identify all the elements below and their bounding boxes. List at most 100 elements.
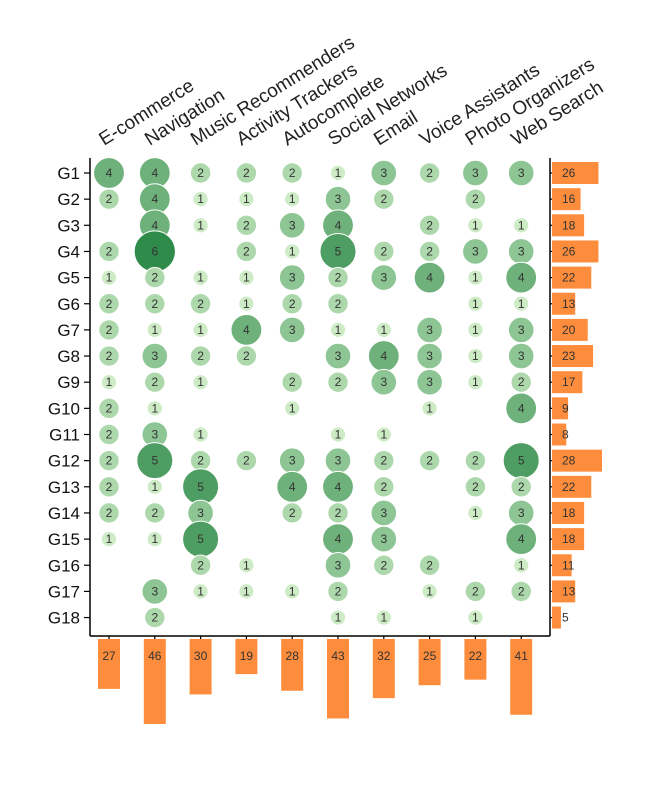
bubble	[507, 316, 535, 344]
bubble	[192, 269, 209, 286]
bubble	[421, 583, 438, 600]
bubble	[281, 162, 303, 184]
bubble-value-label: 2	[197, 558, 204, 572]
bubble	[230, 314, 263, 346]
bubble-value-label: 3	[472, 166, 479, 180]
bubble-value-label: 1	[380, 323, 387, 337]
bubble-value-label: 3	[335, 558, 342, 572]
row-total-label: 26	[562, 244, 576, 258]
bubble	[507, 159, 535, 187]
bubble-value-label: 2	[518, 584, 525, 598]
bubble	[98, 240, 120, 263]
bubble	[144, 371, 166, 393]
bubble-value-label: 1	[472, 323, 479, 337]
bubble-value-label: 4	[518, 401, 525, 415]
bubble-value-label: 2	[106, 506, 113, 520]
bubble	[467, 374, 484, 391]
bubble	[513, 295, 530, 312]
row-label: G14	[48, 504, 80, 523]
bubble-value-label: 1	[243, 271, 250, 285]
bubble	[329, 426, 347, 443]
bubble	[467, 269, 484, 286]
bubble	[238, 191, 255, 208]
row-label: G11	[49, 426, 80, 445]
bubble	[235, 345, 258, 367]
column-total-bar	[281, 639, 304, 691]
row-total-label: 26	[562, 166, 576, 180]
row-total-label: 9	[562, 401, 569, 415]
bubble-value-label: 1	[243, 584, 250, 598]
bubble	[98, 345, 120, 367]
row-label: G10	[48, 399, 80, 418]
bubble-value-label: 5	[335, 244, 342, 258]
bubble	[418, 240, 441, 263]
row-total-bar	[552, 292, 576, 315]
bubble	[146, 321, 163, 338]
bubble	[100, 531, 118, 548]
bubble-value-label: 1	[197, 323, 204, 337]
bubble-value-label: 3	[335, 349, 342, 363]
bubble-value-label: 4	[380, 349, 387, 363]
row-total-label: 22	[562, 480, 576, 494]
bubble-value-label: 1	[151, 401, 158, 415]
bubble	[98, 449, 120, 472]
bubble-value-label: 4	[151, 166, 158, 180]
bubble	[467, 504, 484, 522]
bubble	[278, 212, 306, 239]
bubble-value-label: 1	[518, 297, 525, 311]
bubble	[510, 580, 532, 603]
bubble	[510, 476, 532, 498]
bubble	[329, 609, 347, 626]
bubble	[98, 476, 120, 498]
column-total-bar	[98, 639, 120, 689]
row-total-label: 28	[562, 454, 576, 468]
bubble-value-label: 2	[335, 271, 342, 285]
row-label: G5	[57, 269, 80, 288]
bubble-value-label: 1	[335, 323, 342, 337]
bubble-value-label: 1	[197, 428, 204, 442]
bubble-value-label: 4	[335, 218, 342, 232]
bubble	[324, 551, 352, 579]
bubble-value-label: 2	[380, 454, 387, 468]
bubble-value-label: 2	[106, 323, 113, 337]
column-total-bar	[235, 639, 258, 675]
bubble-value-label: 3	[472, 244, 479, 258]
column-total-bar	[327, 639, 349, 719]
bubble	[418, 162, 441, 184]
row-total-bar	[552, 371, 583, 394]
bubble-value-label: 2	[335, 375, 342, 389]
bubble-value-label: 2	[289, 297, 296, 311]
row-total-bar	[552, 162, 599, 184]
row-label: G7	[57, 321, 80, 340]
bubble-value-label: 4	[335, 480, 342, 494]
bubble	[235, 240, 258, 263]
bubble	[467, 295, 484, 312]
row-total-bar	[552, 501, 585, 524]
bubble-value-label: 3	[380, 166, 387, 180]
bubble-value-label: 2	[472, 454, 479, 468]
bubble-value-label: 3	[289, 454, 296, 468]
bubble	[375, 321, 392, 338]
bubble	[281, 502, 303, 524]
bubble	[98, 319, 120, 341]
bubble-value-label: 1	[151, 480, 158, 494]
bubble	[98, 423, 120, 446]
bubble	[464, 449, 487, 472]
bubble-value-label: 3	[518, 166, 525, 180]
row-total-label: 20	[562, 323, 576, 337]
row-total-bar	[552, 606, 561, 629]
bubble	[146, 531, 163, 548]
bubble-value-label: 3	[518, 244, 525, 258]
bubble-value-label: 1	[197, 375, 204, 389]
row-label: G6	[57, 295, 80, 314]
bubble	[238, 583, 255, 600]
bubble	[418, 554, 441, 576]
bubble-value-label: 1	[197, 271, 204, 285]
bubble	[189, 554, 212, 576]
bubble	[373, 188, 395, 210]
bubble	[238, 269, 255, 286]
bubble	[192, 374, 209, 391]
bubble	[93, 157, 125, 189]
bubble	[418, 449, 441, 472]
